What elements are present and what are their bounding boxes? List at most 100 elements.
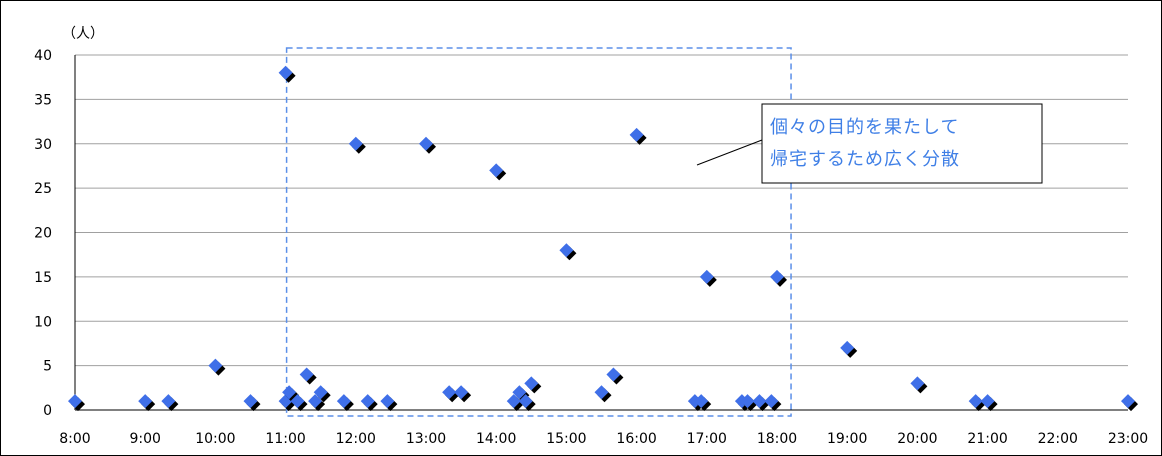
data-point-marker [606,367,621,382]
data-point-marker [208,358,223,373]
data-point-marker [336,394,351,409]
data-point [524,376,542,394]
annotation-line-1: 個々の目的を果たして [770,117,959,138]
x-tick-label: 21:00 [967,431,1007,447]
data-point [299,367,317,385]
data-point [840,340,858,358]
data-point-marker [764,394,779,409]
x-tick-label: 10:00 [195,431,235,447]
data-point-marker [512,385,527,400]
x-tick-label: 17:00 [687,431,727,447]
data-point [629,127,647,145]
data-point [594,385,612,403]
x-tick-label: 14:00 [476,431,516,447]
highlight-box [285,47,792,417]
data-point [518,394,536,412]
x-tick-label: 12:00 [336,431,376,447]
gridlines [74,54,1128,411]
data-point-marker [840,340,855,355]
x-tick-label: 19:00 [827,431,867,447]
data-point-marker [278,65,293,80]
data-point-marker [454,385,469,400]
data-point-marker [290,394,305,409]
data-point-marker [559,243,574,258]
x-tick-label: 11:00 [265,431,305,447]
data-point [694,394,712,412]
data-point [360,394,378,412]
x-tick-label: 8:00 [59,431,90,447]
y-tick-label: 30 [34,137,52,153]
data-point [606,367,624,385]
data-point-marker [524,376,539,391]
y-tick-label: 20 [34,226,52,242]
data-point-marker [299,367,314,382]
data-point [68,394,85,412]
y-tick-label: 10 [34,314,52,330]
y-tick-label: 5 [43,359,52,375]
y-tick-label: 0 [43,403,52,419]
y-tick-label: 35 [34,92,52,108]
data-point-marker [694,394,709,409]
data-point-marker [313,385,328,400]
y-tick-label: 40 [34,48,52,64]
data-point [161,394,179,412]
data-point [419,136,436,154]
data-point [910,376,928,394]
x-tick-label: 22:00 [1038,431,1078,447]
x-tick-label: 9:00 [129,431,160,447]
data-point [380,394,398,412]
x-tick-label: 16:00 [616,431,656,447]
data-point-marker [752,394,767,409]
y-unit-label: （人） [62,26,104,42]
data-point-marker [968,394,983,409]
data-point-marker [161,394,176,409]
data-point-marker [699,269,714,284]
data-point [489,163,507,181]
data-point-marker [282,385,297,400]
data-points [68,65,1138,412]
data-point-marker [138,394,153,409]
data-point [278,65,296,83]
data-point-marker [1121,394,1135,409]
data-point-marker [506,394,521,409]
data-point-marker [629,127,644,142]
data-point-marker [910,376,925,391]
data-point [454,385,472,403]
data-point [764,394,782,412]
data-point-marker [360,394,375,409]
x-tick-label: 13:00 [406,431,446,447]
data-point [290,394,308,412]
data-point [336,394,354,412]
data-point-marker [380,394,395,409]
x-tick-label: 23:00 [1108,431,1148,447]
x-tick-label: 20:00 [897,431,937,447]
data-point-marker [740,394,755,409]
data-point [770,269,787,287]
data-point [138,394,156,412]
x-tick-labels: 8:00 9:00 10:00 11:00 12:00 13:00 14:00 15:00 16… [59,431,1148,447]
data-point-marker [442,385,457,400]
data-point [1121,394,1138,412]
x-tick-label: 18:00 [757,431,797,447]
data-point [243,394,261,412]
data-point [699,269,717,287]
y-tick-labels: 0 5 10 15 20 25 30 35 40 [34,48,52,419]
annotation-leader-line [696,139,763,166]
data-point [348,136,366,154]
annotation-box [761,103,1043,184]
data-point-marker [594,385,609,400]
data-point [980,394,998,412]
data-point-marker [243,394,258,409]
y-tick-label: 25 [34,181,52,197]
data-point-marker [980,394,995,409]
data-point [313,385,331,403]
data-point-marker [770,269,784,284]
data-point-marker [419,136,433,151]
y-tick-label: 15 [34,270,52,286]
data-point [559,243,577,261]
data-point-marker [518,394,533,409]
data-point [308,394,326,412]
data-point [208,358,226,376]
